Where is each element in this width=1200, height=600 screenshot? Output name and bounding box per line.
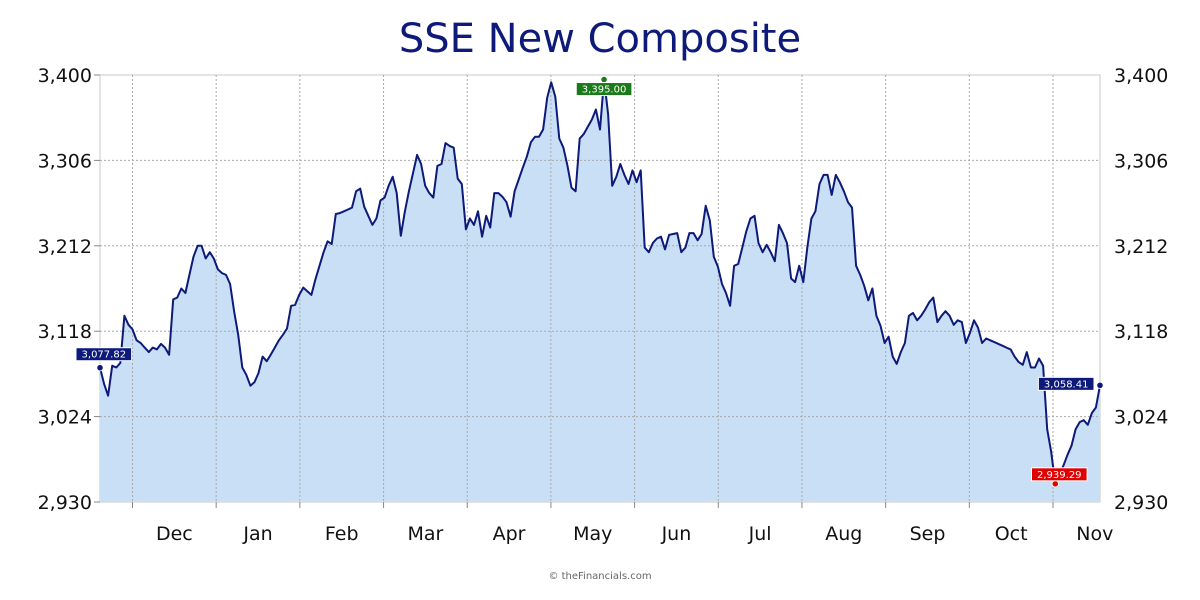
chart-title: SSE New Composite: [398, 16, 802, 62]
x-tick-month: Nov: [1076, 523, 1113, 545]
x-tick-month: Jul: [748, 523, 772, 545]
x-tick-month: Sep: [910, 523, 946, 545]
start-value-marker: [96, 364, 104, 372]
start-value-label: 3,077.82: [82, 350, 127, 361]
low-value-label: 2,939.29: [1037, 470, 1082, 481]
x-tick-month: May: [573, 523, 612, 545]
y-tick-right: 2,930: [1114, 492, 1168, 514]
y-tick-left: 3,118: [38, 321, 92, 343]
area-fill: [100, 79, 1100, 502]
x-tick-month: Dec: [156, 523, 193, 545]
low-value-flag: [1030, 467, 1088, 482]
x-tick-month: Apr: [493, 523, 526, 545]
x-tick-month: Aug: [825, 523, 862, 545]
y-tick-left: 3,024: [38, 407, 92, 429]
y-tick-right: 3,024: [1114, 407, 1168, 429]
end-value-flag: [1037, 376, 1095, 391]
y-tick-left: 3,400: [38, 65, 92, 87]
start-value-flag: [75, 347, 133, 362]
credit-text: © theFinancials.com: [548, 571, 651, 582]
series-line: [99, 78, 1101, 485]
high-value-marker: [600, 75, 608, 84]
x-tick-month: Jan: [242, 523, 272, 545]
end-value-marker: [1096, 381, 1104, 389]
x-tick-month: Jun: [661, 523, 692, 545]
y-tick-left: 2,930: [38, 492, 92, 514]
y-tick-left: 3,212: [38, 236, 92, 258]
y-tick-right: 3,212: [1114, 236, 1168, 258]
y-tick-left: 3,306: [38, 150, 92, 172]
high-value-flag: [575, 82, 633, 97]
y-tick-right: 3,400: [1114, 65, 1168, 87]
x-tick-month: Mar: [407, 523, 443, 545]
y-tick-right: 3,118: [1114, 321, 1168, 343]
end-value-label: 3,058.41: [1044, 379, 1089, 390]
high-value-label: 3,395.00: [582, 85, 627, 96]
x-tick-month: Feb: [325, 523, 359, 545]
x-tick-month: Oct: [995, 523, 1028, 545]
y-tick-right: 3,306: [1114, 150, 1168, 172]
low-value-marker: [1051, 480, 1059, 488]
